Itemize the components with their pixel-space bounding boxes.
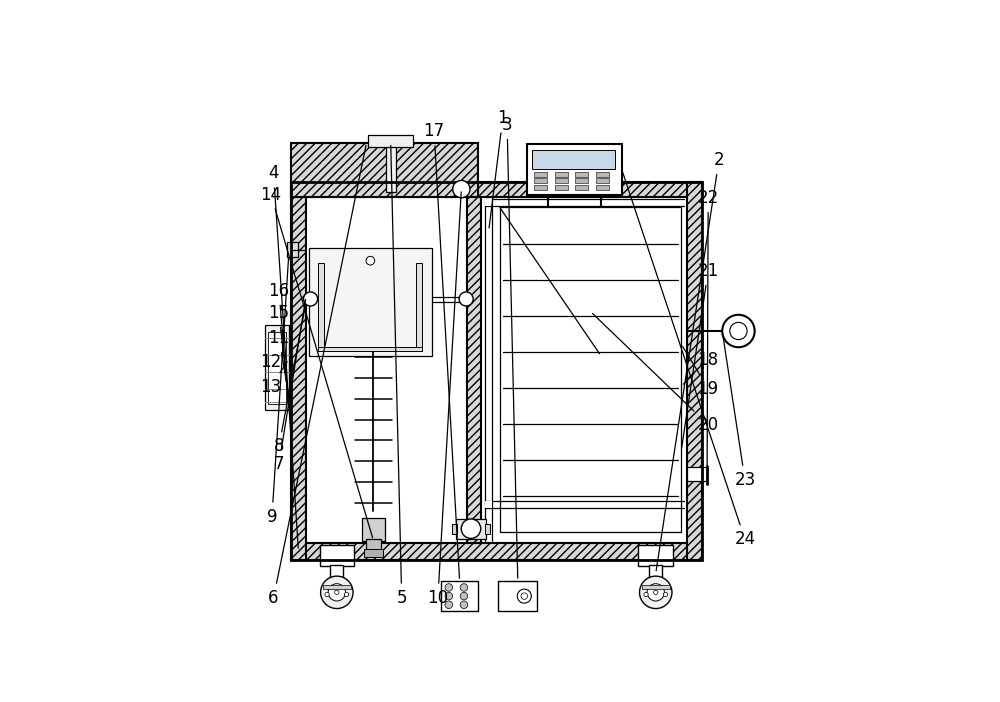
Bar bbox=[320, 545, 354, 567]
Text: 20: 20 bbox=[592, 313, 719, 434]
Bar bbox=[364, 549, 383, 557]
Circle shape bbox=[644, 592, 648, 597]
Text: 6: 6 bbox=[268, 145, 366, 607]
Bar bbox=[306, 197, 687, 543]
Text: 8: 8 bbox=[274, 305, 306, 456]
Text: 13: 13 bbox=[260, 362, 287, 396]
Bar bbox=[485, 524, 490, 534]
Bar bbox=[309, 248, 432, 356]
Circle shape bbox=[321, 576, 353, 609]
Text: 1: 1 bbox=[489, 110, 508, 228]
Text: 15: 15 bbox=[268, 304, 290, 399]
Bar bbox=[596, 172, 609, 177]
Bar bbox=[532, 150, 615, 169]
Text: 2: 2 bbox=[656, 151, 724, 571]
Bar bbox=[291, 543, 702, 560]
Bar bbox=[500, 208, 681, 532]
Bar bbox=[268, 332, 286, 404]
Text: 16: 16 bbox=[268, 282, 290, 406]
Circle shape bbox=[366, 256, 375, 265]
Bar bbox=[555, 172, 568, 177]
Bar bbox=[330, 565, 343, 580]
Text: 19: 19 bbox=[683, 346, 719, 397]
Circle shape bbox=[460, 592, 468, 600]
Circle shape bbox=[459, 292, 473, 306]
Circle shape bbox=[335, 590, 339, 595]
Circle shape bbox=[521, 593, 528, 600]
Bar bbox=[534, 178, 547, 183]
Bar bbox=[596, 185, 609, 190]
Bar bbox=[362, 518, 385, 541]
Circle shape bbox=[517, 589, 531, 603]
Bar bbox=[291, 182, 702, 197]
Bar bbox=[649, 565, 662, 580]
Circle shape bbox=[325, 592, 329, 597]
Text: 21: 21 bbox=[682, 262, 719, 449]
Circle shape bbox=[730, 322, 747, 340]
Bar bbox=[467, 197, 481, 543]
Bar bbox=[441, 581, 478, 611]
Text: 10: 10 bbox=[427, 192, 461, 607]
Bar bbox=[596, 178, 609, 183]
Text: 9: 9 bbox=[267, 258, 289, 526]
Text: 18: 18 bbox=[683, 351, 719, 384]
Text: 3: 3 bbox=[502, 116, 518, 578]
Circle shape bbox=[445, 592, 453, 600]
Bar bbox=[291, 182, 702, 560]
Circle shape bbox=[640, 576, 672, 609]
Bar bbox=[318, 347, 422, 351]
Circle shape bbox=[445, 583, 453, 591]
Text: 12: 12 bbox=[260, 352, 287, 376]
Circle shape bbox=[722, 314, 755, 347]
Circle shape bbox=[328, 583, 345, 601]
Bar bbox=[366, 539, 381, 550]
Circle shape bbox=[453, 180, 470, 198]
Bar bbox=[452, 524, 457, 534]
Text: 7: 7 bbox=[274, 300, 306, 472]
Bar bbox=[368, 135, 413, 147]
Circle shape bbox=[304, 292, 318, 306]
Bar bbox=[687, 182, 702, 560]
Circle shape bbox=[460, 601, 468, 609]
Bar bbox=[485, 501, 492, 508]
Bar bbox=[575, 185, 588, 190]
Circle shape bbox=[654, 590, 658, 595]
Bar bbox=[638, 545, 673, 567]
Text: 4: 4 bbox=[268, 164, 298, 548]
Bar bbox=[386, 137, 396, 192]
Bar bbox=[265, 325, 289, 411]
Bar bbox=[485, 199, 492, 206]
Bar bbox=[318, 263, 324, 351]
Bar bbox=[687, 467, 707, 481]
Text: 22: 22 bbox=[698, 189, 719, 469]
Text: 23: 23 bbox=[723, 333, 756, 489]
Bar bbox=[291, 182, 306, 560]
Bar bbox=[575, 172, 588, 177]
Circle shape bbox=[445, 601, 453, 609]
Circle shape bbox=[460, 583, 468, 591]
Text: 5: 5 bbox=[391, 145, 407, 607]
Bar bbox=[456, 519, 486, 539]
Bar bbox=[555, 178, 568, 183]
Text: 14: 14 bbox=[260, 185, 373, 538]
Bar bbox=[555, 185, 568, 190]
Bar bbox=[527, 144, 622, 195]
Bar bbox=[498, 581, 537, 611]
Circle shape bbox=[647, 583, 664, 601]
Circle shape bbox=[663, 592, 668, 597]
Text: 24: 24 bbox=[623, 172, 755, 548]
Bar bbox=[534, 172, 547, 177]
Circle shape bbox=[344, 592, 349, 597]
Bar bbox=[291, 143, 478, 197]
Bar bbox=[287, 242, 298, 257]
Bar bbox=[534, 185, 547, 190]
Bar bbox=[416, 263, 422, 351]
Circle shape bbox=[461, 519, 481, 538]
Bar bbox=[575, 178, 588, 183]
Text: 11: 11 bbox=[268, 329, 290, 392]
Text: 17: 17 bbox=[424, 122, 459, 578]
Bar bbox=[323, 585, 351, 589]
Bar bbox=[642, 585, 670, 589]
